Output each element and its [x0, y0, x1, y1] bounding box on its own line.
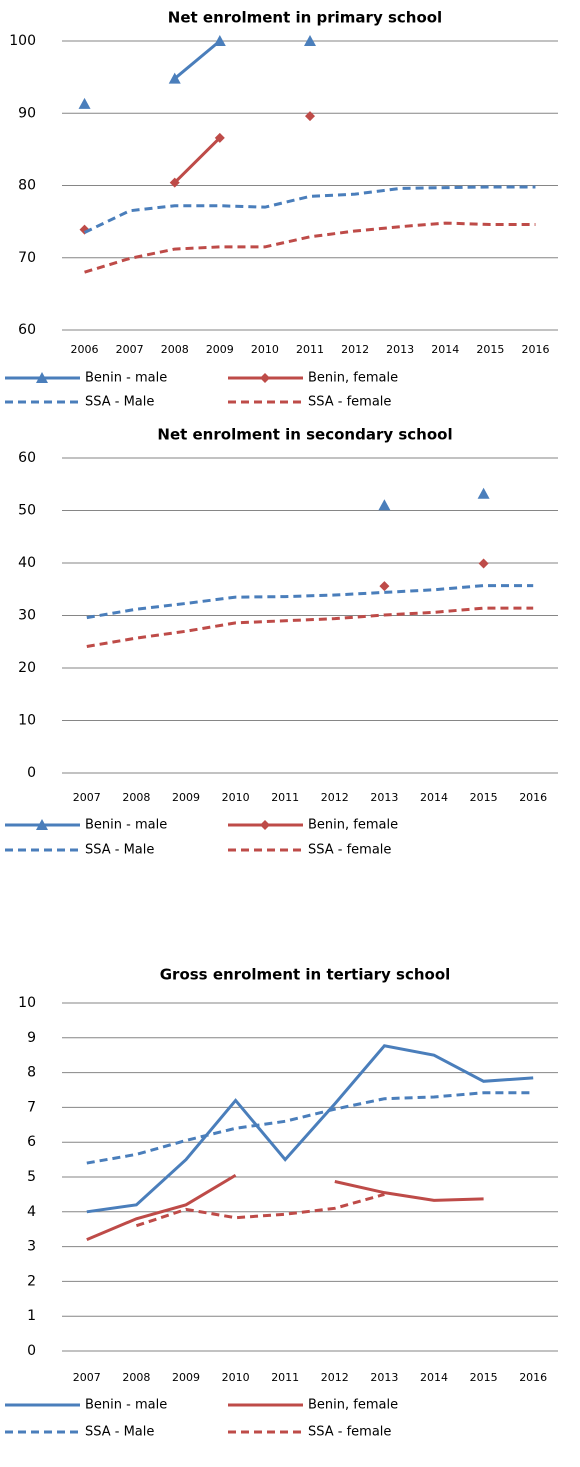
legend-label: Benin - male — [85, 371, 167, 386]
chart: Net enrolment in secondary school 0 10 20 30… — [5, 426, 558, 858]
marker — [214, 132, 225, 143]
x-tick-label: 2006 — [71, 343, 99, 356]
series-line — [84, 221, 536, 274]
chart-title: Gross enrolment in tertiary school — [160, 966, 451, 984]
x-tick-label: 2008 — [122, 791, 150, 804]
y-tick-label: 5 — [27, 1169, 36, 1185]
series-line — [175, 116, 310, 182]
x-tick-label: 2015 — [476, 343, 504, 356]
series-line — [86, 584, 534, 620]
series-line — [83, 185, 536, 234]
x-tick-label: 2008 — [122, 1371, 150, 1384]
y-tick-label: 60 — [18, 450, 36, 466]
x-tick-label: 2012 — [341, 343, 369, 356]
marker — [477, 487, 490, 499]
x-tick-label: 2016 — [519, 791, 547, 804]
x-tick-label: 2014 — [420, 1371, 448, 1384]
y-tick-label: 70 — [18, 250, 36, 266]
marker — [213, 35, 226, 46]
legend-label: Benin, female — [308, 371, 398, 386]
y-tick-label: 80 — [18, 178, 36, 194]
marker — [168, 72, 181, 84]
marker — [379, 581, 390, 592]
chart-title: Net enrolment in secondary school — [157, 426, 452, 444]
x-tick-label: 2007 — [73, 791, 101, 804]
x-tick-label: 2007 — [73, 1371, 101, 1384]
y-tick-label: 40 — [18, 555, 36, 571]
series-line — [175, 41, 310, 79]
marker — [78, 97, 91, 109]
x-tick-label: 2013 — [370, 1371, 398, 1384]
legend-label: SSA - Male — [85, 1425, 154, 1440]
series-line — [86, 606, 534, 648]
x-tick-label: 2007 — [116, 343, 144, 356]
marker — [36, 372, 48, 383]
y-tick-label: 2 — [27, 1273, 36, 1289]
y-tick-label: 10 — [18, 995, 36, 1011]
x-tick-label: 2009 — [172, 791, 200, 804]
x-tick-label: 2014 — [431, 343, 459, 356]
x-tick-label: 2010 — [222, 791, 250, 804]
y-tick-label: 50 — [18, 503, 36, 519]
y-tick-label: 7 — [27, 1099, 36, 1115]
marker — [305, 111, 315, 122]
x-tick-label: 2015 — [470, 1371, 498, 1384]
legend-label: SSA - Male — [85, 843, 154, 858]
x-tick-label: 2009 — [206, 343, 234, 356]
x-tick-label: 2012 — [321, 791, 349, 804]
marker — [478, 558, 489, 569]
y-tick-label: 3 — [27, 1239, 36, 1255]
y-tick-label: 9 — [27, 1030, 36, 1046]
x-tick-label: 2014 — [420, 791, 448, 804]
x-tick-label: 2013 — [370, 791, 398, 804]
x-tick-label: 2010 — [251, 343, 279, 356]
series-line — [86, 1091, 534, 1165]
y-tick-label: 90 — [18, 105, 36, 121]
y-tick-label: 60 — [18, 322, 36, 338]
marker — [36, 819, 48, 830]
legend-label: SSA - Male — [85, 395, 154, 410]
legend-label: Benin - male — [85, 1398, 167, 1413]
x-tick-label: 2010 — [222, 1371, 250, 1384]
x-tick-label: 2009 — [172, 1371, 200, 1384]
chart-title: Net enrolment in primary school — [168, 9, 442, 27]
chart: Gross enrolment in tertiary school 0 1 2 3 4 5… — [5, 966, 558, 1440]
marker — [304, 35, 316, 46]
x-tick-label: 2012 — [321, 1371, 349, 1384]
x-tick-label: 2016 — [519, 1371, 547, 1384]
marker — [260, 373, 270, 383]
y-tick-label: 8 — [27, 1065, 36, 1081]
x-tick-label: 2011 — [271, 1371, 299, 1384]
series-line — [135, 1192, 385, 1228]
legend-label: SSA - female — [308, 1425, 391, 1440]
y-tick-label: 6 — [27, 1134, 36, 1150]
x-tick-label: 2011 — [271, 791, 299, 804]
x-tick-label: 2016 — [521, 343, 549, 356]
y-tick-label: 100 — [9, 33, 36, 49]
x-tick-label: 2015 — [470, 791, 498, 804]
y-tick-label: 1 — [27, 1308, 36, 1324]
y-tick-label: 0 — [27, 765, 36, 781]
y-tick-label: 10 — [18, 713, 36, 729]
y-tick-label: 30 — [18, 608, 36, 624]
marker — [378, 499, 391, 511]
legend-label: Benin, female — [308, 818, 398, 833]
x-tick-label: 2013 — [386, 343, 414, 356]
legend-label: SSA - female — [308, 843, 391, 858]
x-tick-label: 2011 — [296, 343, 324, 356]
y-tick-label: 0 — [27, 1343, 36, 1359]
x-tick-label: 2008 — [161, 343, 189, 356]
series-line — [86, 1044, 534, 1214]
marker — [169, 177, 180, 188]
legend-label: Benin - male — [85, 818, 167, 833]
legend-label: SSA - female — [308, 395, 391, 410]
series-line — [86, 1173, 484, 1242]
chart: Net enrolment in primary school 60 70 80 90 1… — [5, 9, 558, 410]
y-tick-label: 4 — [27, 1204, 36, 1220]
y-tick-label: 20 — [18, 660, 36, 676]
legend-label: Benin, female — [308, 1398, 398, 1413]
marker — [260, 820, 270, 830]
